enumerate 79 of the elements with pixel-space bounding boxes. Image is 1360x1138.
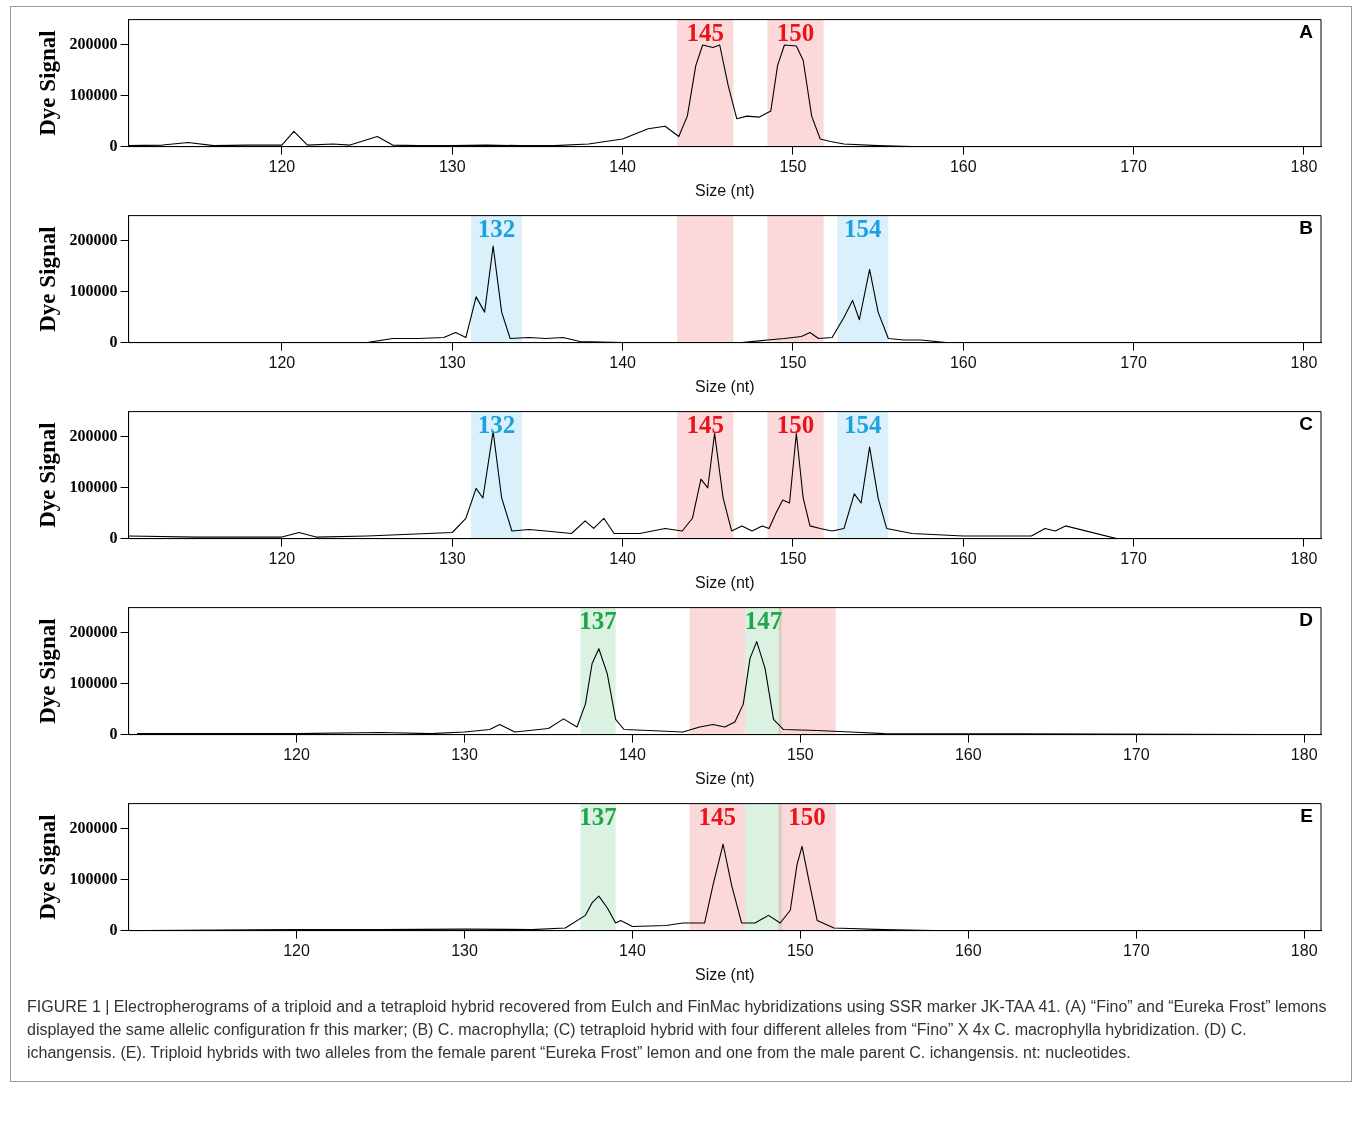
y-axis-title: Dye Signal — [34, 618, 60, 724]
x-axis-title: Size (nt) — [695, 377, 755, 395]
y-tick-label: 100000 — [69, 673, 118, 691]
x-tick-label: 160 — [949, 549, 977, 567]
x-tick-label: 120 — [268, 353, 296, 371]
annotation: A — [1299, 21, 1314, 43]
x-tick-label: 130 — [451, 941, 478, 959]
y-tick-label: 0 — [109, 724, 118, 742]
x-tick-label: 140 — [609, 353, 637, 371]
y-axis-title: Dye Signal — [34, 422, 60, 528]
y-tick-label: 200000 — [69, 35, 118, 53]
x-tick-label: 180 — [1290, 745, 1318, 763]
x-tick-label: 140 — [619, 941, 646, 959]
x-tick-label: 180 — [1290, 353, 1318, 371]
band-label: 137 — [579, 802, 617, 830]
x-tick-label: 180 — [1290, 157, 1318, 175]
band-label: 145 — [686, 410, 724, 438]
x-axis-title: Size (nt) — [695, 769, 755, 787]
x-tick-label: 130 — [451, 745, 478, 763]
band-label: 145 — [686, 18, 724, 46]
x-tick-label: 150 — [787, 745, 814, 763]
band-label: 150 — [776, 410, 815, 438]
x-tick-label: 140 — [609, 157, 637, 175]
x-axis-title: Size (nt) — [695, 965, 755, 983]
x-tick-label: 140 — [619, 745, 646, 763]
x-axis-title: Size (nt) — [695, 181, 755, 199]
x-tick-label: 130 — [438, 157, 466, 175]
x-tick-label: 150 — [779, 353, 807, 371]
y-axis-title: Dye Signal — [34, 814, 60, 920]
x-tick-label: 130 — [438, 549, 466, 567]
y-tick-label: 200000 — [69, 819, 118, 837]
x-tick-label: 150 — [779, 157, 807, 175]
x-tick-label: 170 — [1120, 353, 1148, 371]
band-label: 137 — [579, 606, 617, 634]
x-axis-title: Size (nt) — [695, 573, 755, 591]
x-tick-label: 120 — [268, 157, 296, 175]
band-label: 154 — [844, 214, 883, 242]
annotation: B — [1299, 217, 1313, 239]
band-label: 132 — [477, 410, 516, 438]
y-tick-label: 0 — [109, 136, 118, 154]
annotation: E — [1300, 805, 1313, 827]
y-tick-label: 0 — [109, 332, 118, 350]
y-axis-title: Dye Signal — [34, 30, 60, 136]
x-tick-label: 160 — [954, 745, 982, 763]
y-tick-label: 100000 — [69, 85, 118, 103]
x-tick-label: 120 — [268, 549, 296, 567]
annotation: C — [1299, 413, 1314, 435]
band-label: 150 — [776, 18, 815, 46]
x-tick-label: 170 — [1120, 549, 1148, 567]
x-tick-label: 180 — [1290, 941, 1318, 959]
y-axis-title: Dye Signal — [34, 226, 60, 332]
y-tick-label: 100000 — [69, 869, 118, 887]
x-tick-label: 120 — [283, 745, 310, 763]
annotation: D — [1299, 609, 1313, 631]
y-tick-label: 100000 — [69, 477, 118, 495]
band-label: 147 — [744, 606, 783, 634]
y-tick-label: 100000 — [69, 281, 118, 299]
x-tick-label: 170 — [1122, 745, 1150, 763]
x-tick-label: 150 — [787, 941, 814, 959]
x-tick-label: 170 — [1122, 941, 1150, 959]
y-tick-label: 200000 — [69, 231, 118, 249]
y-tick-label: 0 — [109, 528, 118, 546]
y-tick-label: 200000 — [69, 427, 118, 445]
x-tick-label: 160 — [954, 941, 982, 959]
x-tick-label: 160 — [949, 157, 977, 175]
x-tick-label: 170 — [1120, 157, 1148, 175]
x-tick-label: 180 — [1290, 549, 1318, 567]
caption: FIGURE 1 | Electropherograms of a triploid and a tetraploid hybrid recovered from EuIch and FinMac hybridizations using SSR marker JK-TAA 41. (A) “Fino” and “Eureka Frost” lemons displayed the same allelic configuration fr this marker; (B) C. macrophylla; (C) tetraploid hybrid with four different alleles from “Fino” X 4x C. macrophylla hybridization. (D) C. ichangensis. (E). Triploid hybrids with two alleles from the female parent “Eureka Frost” lemon and one from the male parent C. ichangensis. nt: nucleotides. — [27, 997, 1328, 1064]
x-tick-label: 150 — [779, 549, 807, 567]
x-tick-label: 140 — [609, 549, 637, 567]
band-label: 154 — [844, 410, 883, 438]
band-label: 132 — [477, 214, 516, 242]
y-tick-label: 200000 — [69, 623, 118, 641]
y-tick-label: 0 — [109, 920, 118, 938]
x-tick-label: 160 — [949, 353, 977, 371]
band-label: 145 — [698, 802, 736, 830]
x-tick-label: 120 — [283, 941, 310, 959]
x-tick-label: 130 — [438, 353, 466, 371]
band-label: 150 — [788, 802, 826, 830]
